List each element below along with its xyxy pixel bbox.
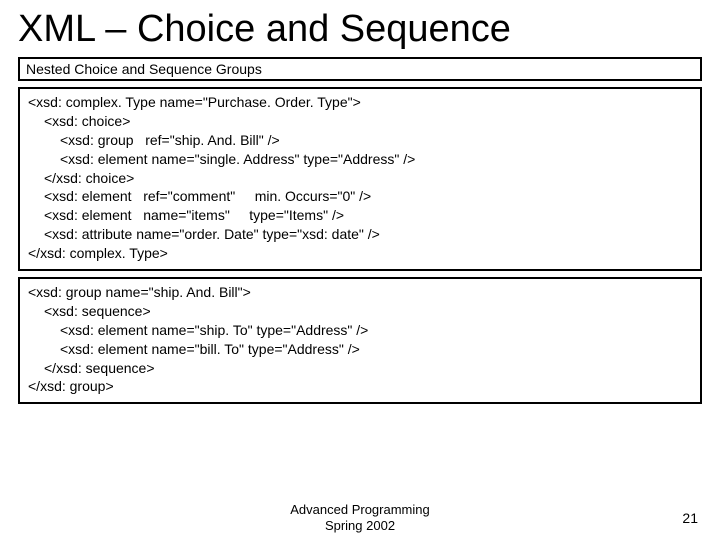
code-line: <xsd: attribute name="order. Date" type=… <box>44 225 692 244</box>
code-line: <xsd: complex. Type name="Purchase. Orde… <box>28 94 361 110</box>
code-line: </xsd: sequence> <box>44 359 692 378</box>
code-line: <xsd: element name="items" type="Items" … <box>44 206 692 225</box>
footer-line-2: Spring 2002 <box>0 518 720 534</box>
code-line: <xsd: element ref="comment" min. Occurs=… <box>44 187 692 206</box>
footer: Advanced Programming Spring 2002 <box>0 502 720 535</box>
code-line: <xsd: group name="ship. And. Bill"> <box>28 284 251 300</box>
code-line: <xsd: element name="ship. To" type="Addr… <box>60 321 692 340</box>
subtitle-text: Nested Choice and Sequence Groups <box>26 61 262 77</box>
footer-line-1: Advanced Programming <box>0 502 720 518</box>
page-number: 21 <box>682 510 698 526</box>
subtitle-box: Nested Choice and Sequence Groups <box>18 57 702 81</box>
code-block-1: <xsd: complex. Type name="Purchase. Orde… <box>18 87 702 271</box>
slide-title: XML – Choice and Sequence <box>18 8 702 51</box>
code-line: <xsd: choice> <box>44 112 692 131</box>
code-line: <xsd: group ref="ship. And. Bill" /> <box>60 131 692 150</box>
code-line: <xsd: element name="single. Address" typ… <box>60 150 692 169</box>
code-line: <xsd: element name="bill. To" type="Addr… <box>60 340 692 359</box>
code-line: </xsd: choice> <box>44 169 692 188</box>
code-block-2: <xsd: group name="ship. And. Bill"> <xsd… <box>18 277 702 404</box>
code-line: </xsd: complex. Type> <box>28 245 168 261</box>
slide: XML – Choice and Sequence Nested Choice … <box>0 0 720 540</box>
code-line: </xsd: group> <box>28 378 114 394</box>
code-line: <xsd: sequence> <box>44 302 692 321</box>
